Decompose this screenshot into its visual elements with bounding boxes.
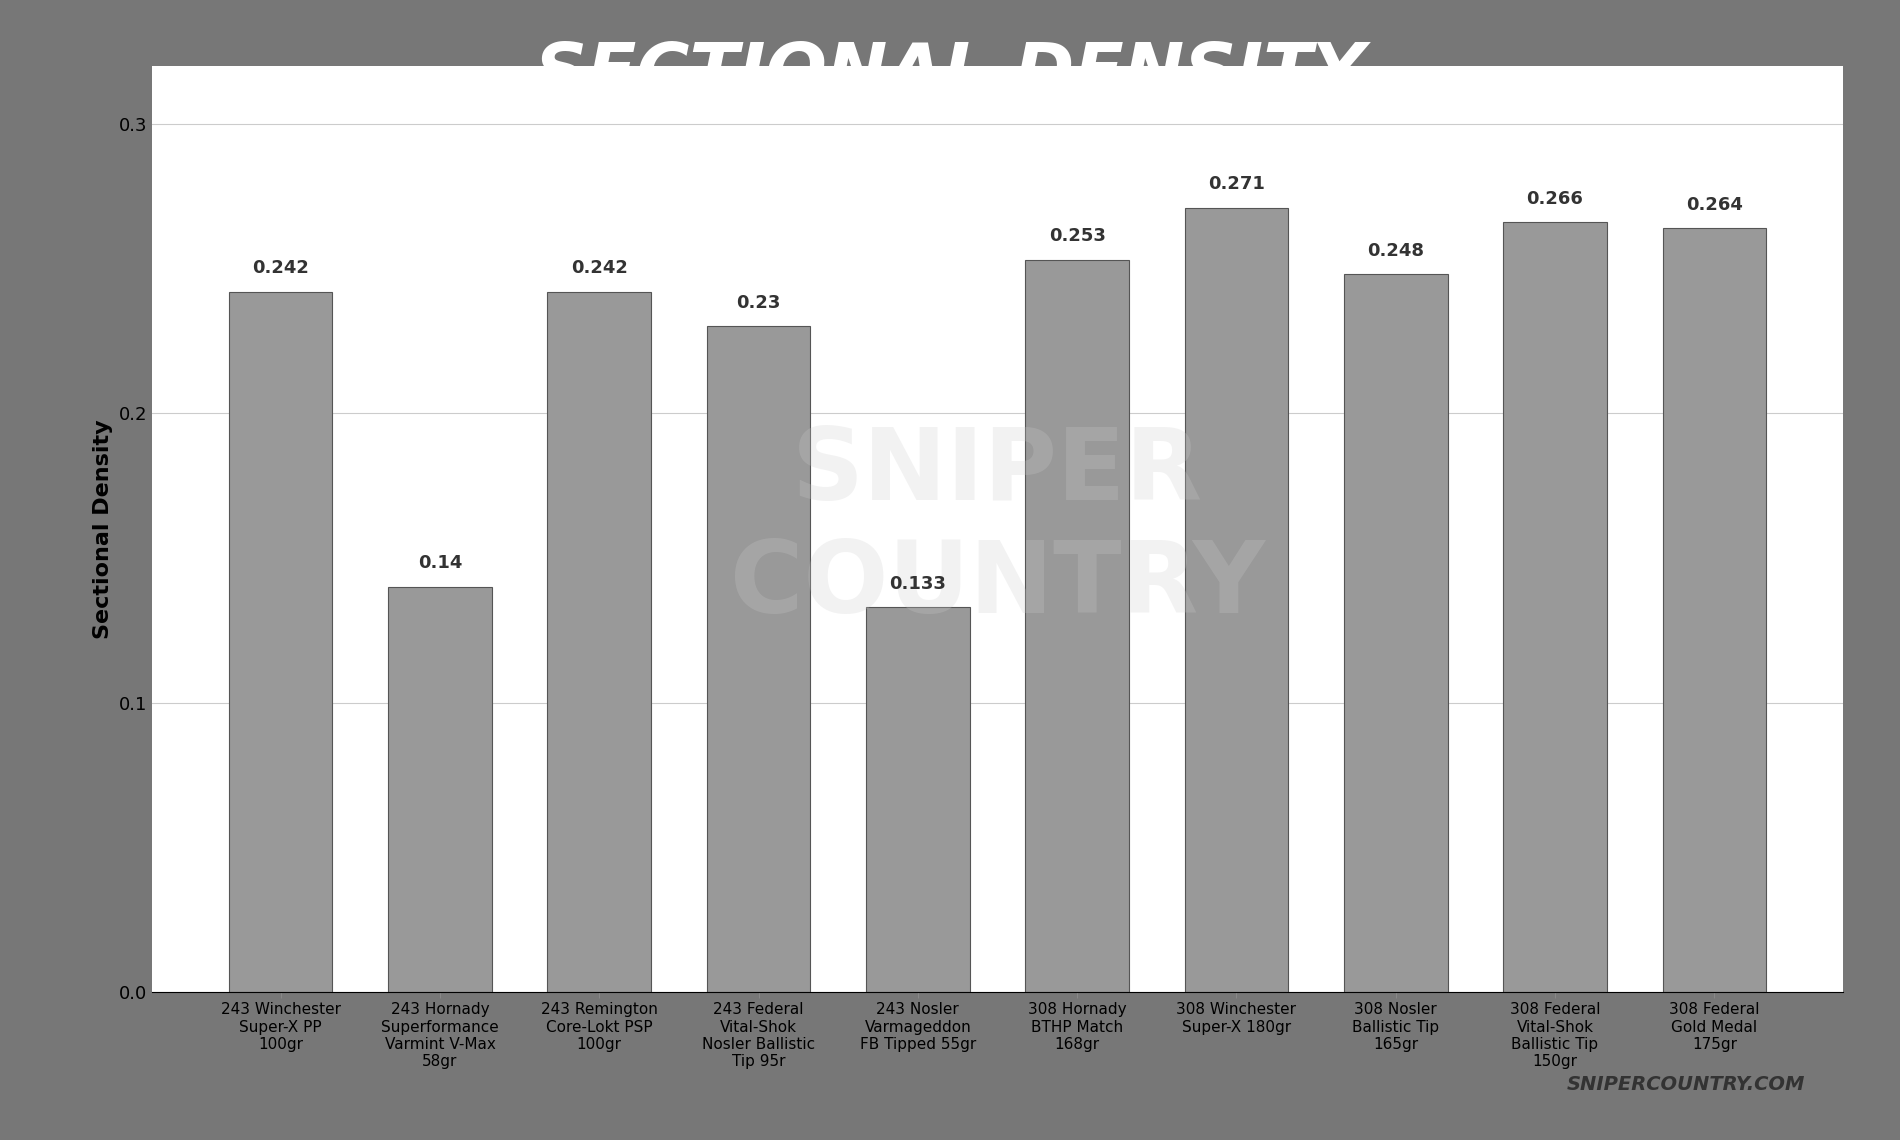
Bar (1186, 207, 1288, 992)
Text: 0.248: 0.248 (1368, 242, 1425, 260)
Text: 0.14: 0.14 (418, 554, 462, 572)
Bar (1343, 275, 1448, 992)
Text: SNIPERCOUNTRY.COM: SNIPERCOUNTRY.COM (1568, 1075, 1805, 1094)
Text: 0.264: 0.264 (1685, 196, 1742, 213)
Bar (228, 292, 332, 992)
Bar (707, 326, 809, 992)
Text: SNIPER
COUNTRY: SNIPER COUNTRY (730, 424, 1265, 634)
Bar (866, 608, 969, 992)
Bar (388, 587, 492, 992)
Text: 0.271: 0.271 (1208, 176, 1265, 194)
Bar (1503, 222, 1607, 992)
Text: 0.242: 0.242 (570, 259, 627, 277)
Text: SECTIONAL DENSITY: SECTIONAL DENSITY (536, 40, 1364, 108)
Text: 0.242: 0.242 (253, 259, 310, 277)
Text: 0.133: 0.133 (889, 575, 946, 593)
Text: 0.253: 0.253 (1049, 228, 1106, 245)
Bar (547, 292, 652, 992)
Text: 0.23: 0.23 (737, 294, 781, 312)
Y-axis label: Sectional Density: Sectional Density (93, 420, 114, 638)
Bar (1662, 228, 1767, 992)
Text: 0.266: 0.266 (1526, 190, 1583, 207)
Bar (1026, 260, 1129, 992)
